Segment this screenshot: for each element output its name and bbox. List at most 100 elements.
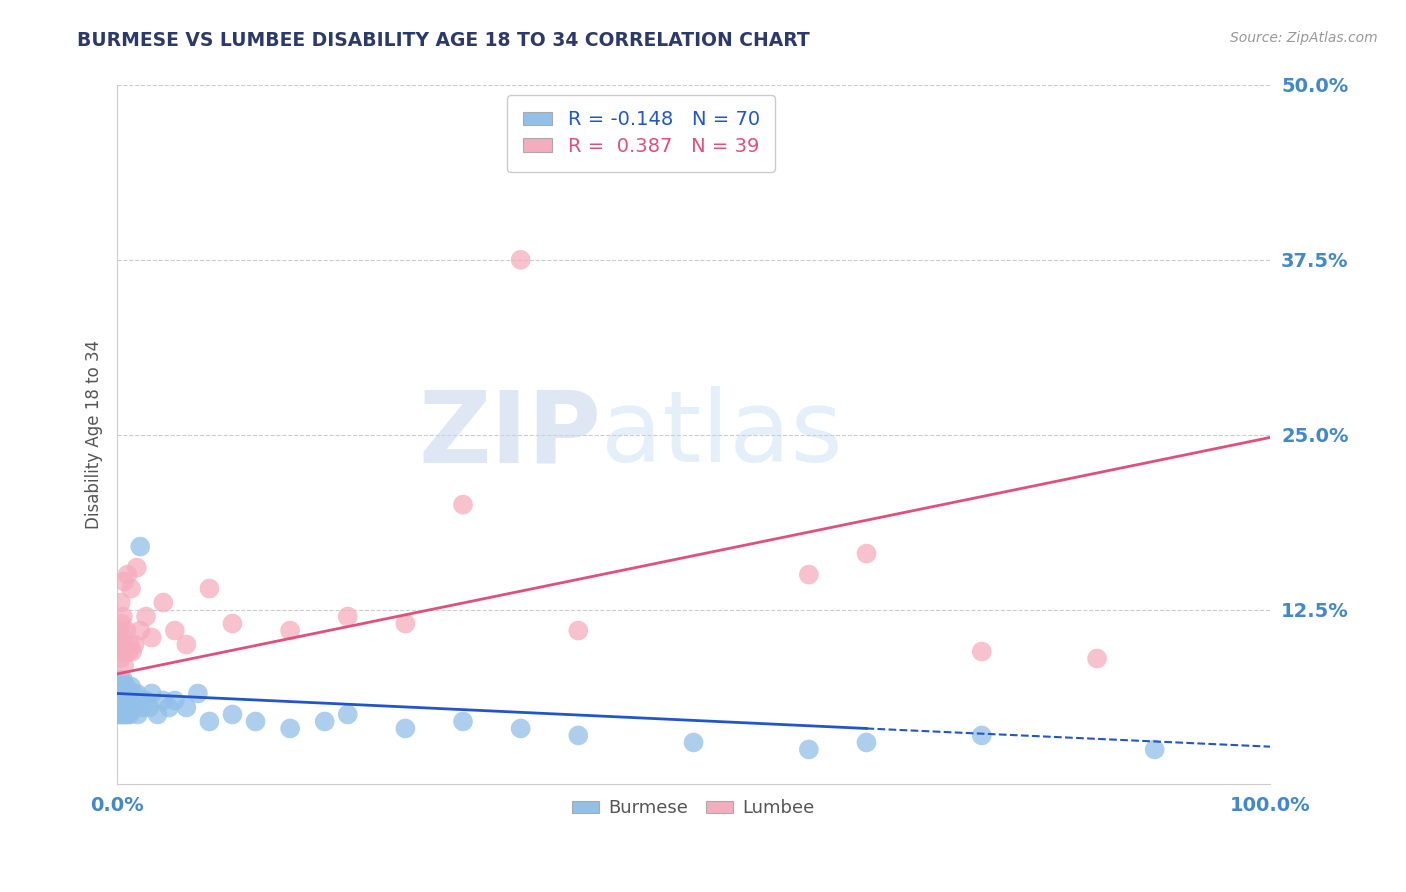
Point bbox=[336, 707, 359, 722]
Point bbox=[108, 686, 131, 700]
Point bbox=[118, 644, 141, 658]
Point bbox=[118, 707, 141, 722]
Point bbox=[509, 106, 531, 120]
Point bbox=[108, 707, 131, 722]
Point bbox=[567, 729, 589, 743]
Point bbox=[114, 707, 136, 722]
Point bbox=[163, 624, 186, 638]
Point bbox=[176, 638, 198, 652]
Point bbox=[131, 700, 153, 714]
Point bbox=[970, 729, 993, 743]
Point bbox=[135, 609, 157, 624]
Point bbox=[682, 735, 704, 749]
Point bbox=[163, 693, 186, 707]
Point bbox=[111, 693, 134, 707]
Point bbox=[855, 735, 877, 749]
Point bbox=[129, 624, 152, 638]
Point bbox=[121, 693, 143, 707]
Point bbox=[111, 700, 134, 714]
Point bbox=[111, 631, 134, 645]
Point bbox=[112, 574, 135, 589]
Point bbox=[107, 638, 129, 652]
Point bbox=[124, 638, 146, 652]
Point bbox=[141, 686, 163, 700]
Point bbox=[112, 680, 135, 694]
Point bbox=[245, 714, 267, 729]
Point bbox=[117, 567, 139, 582]
Point bbox=[394, 722, 416, 736]
Point bbox=[118, 638, 141, 652]
Point bbox=[110, 651, 132, 665]
Point bbox=[118, 693, 141, 707]
Point bbox=[115, 680, 138, 694]
Point bbox=[152, 596, 174, 610]
Point bbox=[107, 693, 129, 707]
Point bbox=[111, 609, 134, 624]
Point bbox=[1143, 742, 1166, 756]
Point bbox=[125, 560, 148, 574]
Point bbox=[221, 707, 243, 722]
Point bbox=[112, 658, 135, 673]
Text: ZIP: ZIP bbox=[419, 386, 602, 483]
Point bbox=[125, 686, 148, 700]
Point bbox=[797, 567, 820, 582]
Point bbox=[394, 616, 416, 631]
Point bbox=[110, 680, 132, 694]
Point bbox=[124, 693, 146, 707]
Point bbox=[176, 700, 198, 714]
Point bbox=[221, 616, 243, 631]
Legend: Burmese, Lumbee: Burmese, Lumbee bbox=[565, 792, 823, 824]
Point bbox=[115, 700, 138, 714]
Point bbox=[120, 680, 142, 694]
Point bbox=[114, 686, 136, 700]
Point bbox=[124, 700, 146, 714]
Point bbox=[198, 714, 221, 729]
Point bbox=[111, 693, 134, 707]
Point bbox=[187, 686, 209, 700]
Point bbox=[855, 547, 877, 561]
Point bbox=[129, 540, 152, 554]
Point bbox=[117, 693, 139, 707]
Point bbox=[108, 700, 131, 714]
Point bbox=[111, 686, 134, 700]
Point bbox=[110, 693, 132, 707]
Point bbox=[121, 644, 143, 658]
Point bbox=[567, 624, 589, 638]
Point bbox=[110, 596, 132, 610]
Point bbox=[146, 707, 169, 722]
Text: BURMESE VS LUMBEE DISABILITY AGE 18 TO 34 CORRELATION CHART: BURMESE VS LUMBEE DISABILITY AGE 18 TO 3… bbox=[77, 31, 810, 50]
Point bbox=[111, 616, 134, 631]
Point bbox=[114, 644, 136, 658]
Point bbox=[141, 631, 163, 645]
Point bbox=[107, 700, 129, 714]
Point bbox=[970, 644, 993, 658]
Y-axis label: Disability Age 18 to 34: Disability Age 18 to 34 bbox=[86, 340, 103, 529]
Point bbox=[314, 714, 336, 729]
Point bbox=[135, 693, 157, 707]
Point bbox=[115, 686, 138, 700]
Point bbox=[120, 582, 142, 596]
Point bbox=[509, 252, 531, 267]
Point bbox=[112, 700, 135, 714]
Point bbox=[114, 693, 136, 707]
Point bbox=[111, 680, 134, 694]
Point bbox=[509, 722, 531, 736]
Point bbox=[111, 707, 134, 722]
Point bbox=[118, 686, 141, 700]
Point bbox=[157, 700, 180, 714]
Point bbox=[138, 700, 160, 714]
Point bbox=[108, 624, 131, 638]
Text: Source: ZipAtlas.com: Source: ZipAtlas.com bbox=[1230, 31, 1378, 45]
Point bbox=[451, 498, 474, 512]
Point bbox=[797, 742, 820, 756]
Point bbox=[108, 680, 131, 694]
Point bbox=[122, 686, 145, 700]
Point bbox=[110, 707, 132, 722]
Point bbox=[108, 644, 131, 658]
Point bbox=[128, 693, 150, 707]
Point bbox=[117, 707, 139, 722]
Point bbox=[110, 673, 132, 687]
Point bbox=[451, 714, 474, 729]
Point bbox=[198, 582, 221, 596]
Point bbox=[278, 624, 301, 638]
